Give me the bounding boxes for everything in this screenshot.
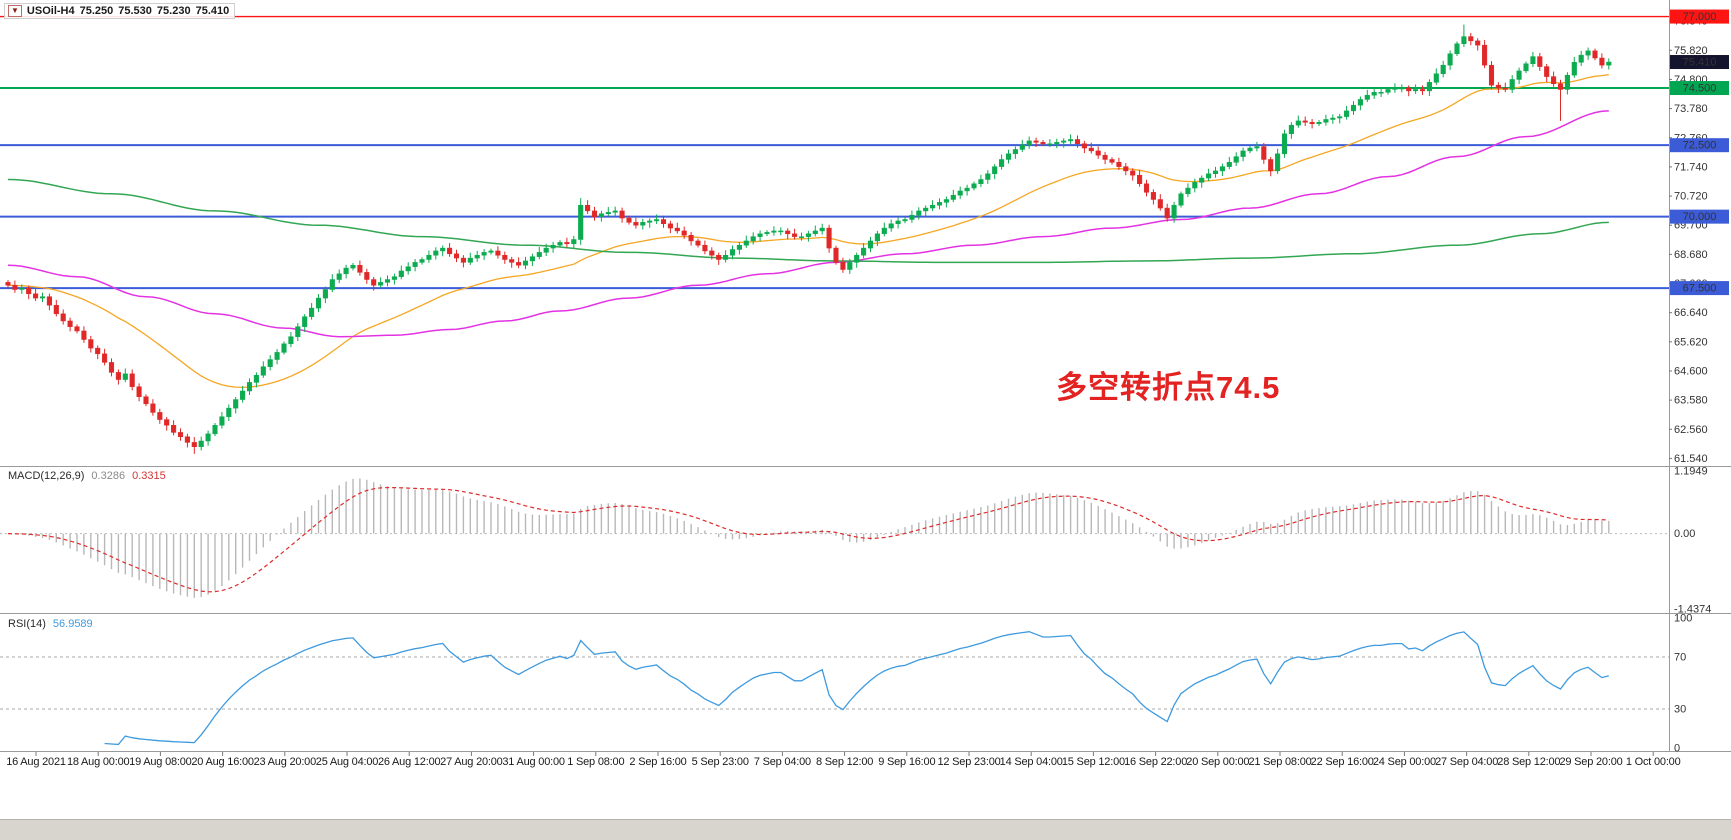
price-badge-label: 70.000 [1683, 211, 1717, 223]
time-label: 24 Sep 00:00 [1372, 756, 1436, 768]
price-badge [1670, 55, 1729, 70]
time-label: 15 Sep 12:00 [1061, 756, 1125, 768]
time-label: 21 Sep 08:00 [1248, 756, 1312, 768]
candle-series [5, 24, 1612, 454]
price-tick-label: 70.720 [1674, 191, 1708, 203]
time-axis[interactable]: 16 Aug 2021 18 Aug 00:00 19 Aug 08:00 20 Au… [0, 756, 1731, 772]
ohlc-close: 75.410 [195, 5, 230, 17]
price-tick-label: 64.600 [1674, 365, 1708, 377]
time-label: 16 Aug 2021 [6, 756, 66, 768]
price-badge [1670, 281, 1729, 296]
time-label: 20 Aug 16:00 [191, 756, 254, 768]
time-label: 12 Sep 23:00 [937, 756, 1001, 768]
price-tick-label: 63.580 [1674, 395, 1708, 407]
price-badge [1670, 209, 1729, 224]
time-label: 22 Sep 16:00 [1310, 756, 1374, 768]
time-label: 1 Oct 00:00 [1625, 756, 1681, 768]
rsi-tick-label: 0 [1674, 743, 1680, 755]
price-tick-label: 73.780 [1674, 103, 1708, 115]
price-badge-label: 77.000 [1683, 11, 1717, 23]
rsi-value: 56.9589 [52, 618, 93, 630]
price-tick-label: 65.620 [1674, 336, 1708, 348]
ohlc-high: 75.530 [118, 5, 152, 17]
slow-ma [7, 178, 1609, 264]
price-badge-label: 67.500 [1683, 283, 1717, 295]
macd-indicator-label: MACD(12,26,9) 0.3286 0.3315 [5, 470, 169, 482]
time-label: 20 Sep 00:00 [1186, 756, 1250, 768]
time-label: 28 Sep 12:00 [1497, 756, 1561, 768]
macd-tick-label: 1.1949 [1674, 466, 1708, 478]
time-label: 27 Sep 04:00 [1435, 756, 1499, 768]
macd-name: MACD(12,26,9) [8, 470, 85, 482]
price-axis[interactable]: 76.84075.82074.80073.78072.76071.74070.7… [1669, 9, 1729, 465]
rsi-name: RSI(14) [8, 618, 46, 630]
time-label: 2 Sep 16:00 [629, 756, 687, 768]
time-label: 18 Aug 00:00 [66, 756, 130, 768]
macd-tick-label: -1.4374 [1674, 604, 1711, 616]
rsi-tick-label: 100 [1674, 613, 1692, 625]
medium-ma [7, 110, 1609, 338]
macd-signal-line [7, 487, 1609, 593]
time-label: 9 Sep 16:00 [878, 756, 936, 768]
pane-separators [0, 0, 1731, 752]
price-tick-label: 62.560 [1674, 424, 1708, 436]
rsi-axis: 100 70 30 0 [1674, 613, 1692, 755]
price-badge [1670, 81, 1729, 96]
time-label: 14 Sep 04:00 [999, 756, 1063, 768]
time-label: 8 Sep 12:00 [816, 756, 874, 768]
price-badge-label: 74.500 [1683, 83, 1717, 95]
time-tick-marks [35, 752, 1654, 756]
time-label: 25 Aug 04:00 [315, 756, 379, 768]
time-label: 16 Sep 22:00 [1124, 756, 1188, 768]
annotation-text: 多空转折点74.5 [1056, 370, 1281, 405]
rsi-tick-label: 70 [1674, 652, 1686, 664]
macd-histogram [14, 478, 1610, 598]
time-label: 5 Sep 23:00 [691, 756, 749, 768]
bottom-scrollbar-area[interactable] [0, 819, 1731, 840]
price-tick-label: 68.680 [1674, 249, 1708, 261]
time-label: 19 Aug 08:00 [129, 756, 192, 768]
price-tick-label: 66.640 [1674, 307, 1708, 319]
ohlc-open: 75.250 [79, 5, 114, 17]
price-tick-label: 61.540 [1674, 453, 1708, 465]
symbol-ohlc-bar[interactable]: ▼ USOil-H4 75.250 75.530 75.230 75.410 [4, 3, 236, 19]
time-label: 26 Aug 12:00 [377, 756, 441, 768]
rsi-line [104, 631, 1609, 746]
time-label: 7 Sep 04:00 [753, 756, 811, 768]
price-tick-label: 75.820 [1674, 45, 1708, 57]
ohlc-low: 75.230 [156, 5, 191, 17]
price-badge [1670, 9, 1729, 24]
price-badge-label: 75.410 [1683, 57, 1717, 69]
chart-dropdown-icon[interactable]: ▼ [8, 5, 22, 17]
time-label: 1 Sep 08:00 [567, 756, 625, 768]
price-badge [1670, 138, 1729, 153]
time-label: 29 Sep 20:00 [1559, 756, 1623, 768]
rsi-indicator-label: RSI(14) 56.9589 [5, 618, 96, 630]
time-label: 31 Aug 00:00 [502, 756, 565, 768]
time-label: 27 Aug 20:00 [440, 756, 503, 768]
price-tick-label: 71.740 [1674, 161, 1708, 173]
time-label: 23 Aug 20:00 [253, 756, 317, 768]
macd-main-value: 0.3286 [91, 470, 126, 482]
macd-signal-value: 0.3315 [132, 470, 166, 482]
price-level-lines [0, 15, 1669, 290]
symbol-label: USOil-H4 [26, 5, 75, 17]
price-badge-label: 72.500 [1683, 140, 1717, 152]
macd-tick-label: 0.00 [1674, 528, 1695, 540]
macd-axis: 1.1949 0.00 -1.4374 [1674, 466, 1711, 616]
rsi-tick-label: 30 [1674, 704, 1686, 716]
